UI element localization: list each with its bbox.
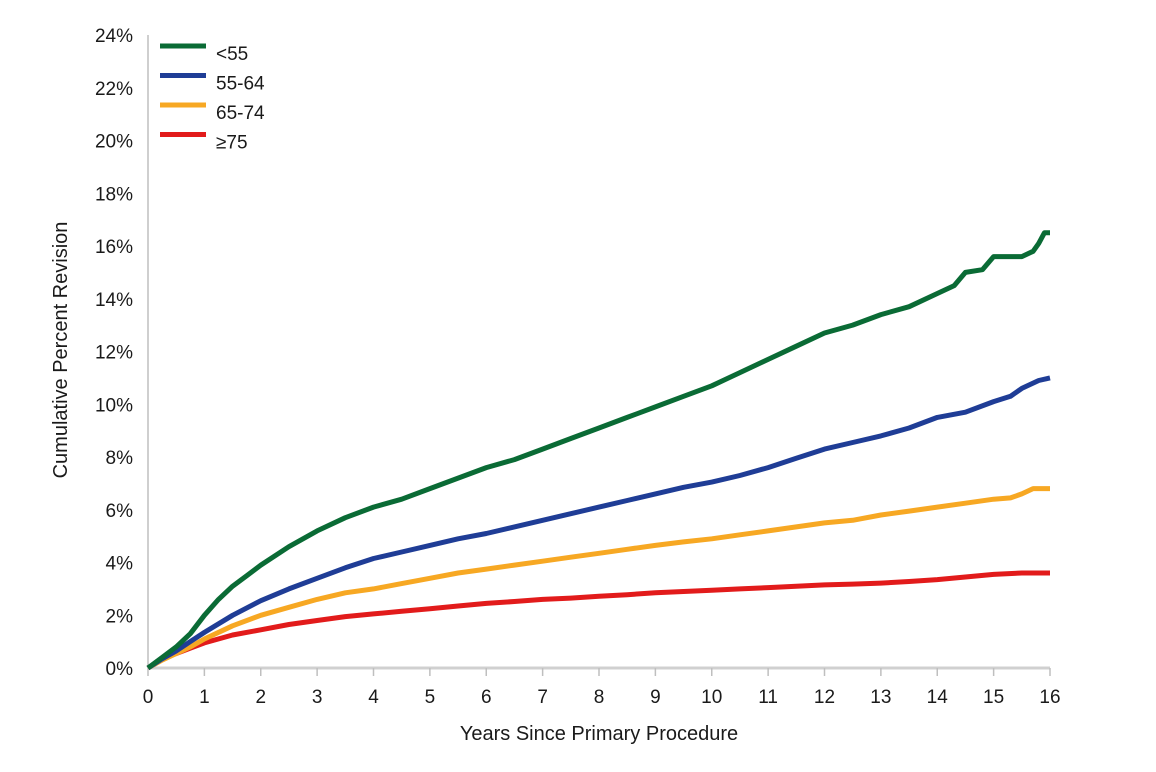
x-tick-label: 7 [537,687,548,708]
x-tick-label: 15 [983,687,1004,708]
x-tick-label: 8 [594,687,605,708]
y-tick-label: 0% [106,659,134,680]
x-tick-label: 2 [255,687,266,708]
x-tick-label: 3 [312,687,323,708]
x-tick-label: 5 [425,687,436,708]
y-tick-label: 18% [95,184,133,205]
y-tick-label: 20% [95,132,133,153]
legend-label-2: 65-74 [216,103,265,124]
x-tick-label: 16 [1039,687,1060,708]
series-line-2 [146,486,1050,671]
x-tick-label: 10 [701,687,722,708]
legend: <55 55-64 65-74 ≥75 [160,43,265,154]
y-tick-label: 22% [95,79,133,100]
x-tick-label: 9 [650,687,661,708]
y-axis-title: Cumulative Percent Revision [50,222,72,479]
y-tick-label: 24% [95,26,133,47]
x-tick-label: 4 [368,687,379,708]
x-tick-label: 1 [199,687,210,708]
x-tick-label: 12 [814,687,835,708]
y-tick-label: 12% [95,343,133,364]
series-line-3 [146,570,1050,671]
x-tick-label: 6 [481,687,492,708]
y-tick-label: 2% [106,606,134,627]
y-tick-label: 14% [95,290,133,311]
y-tick-label: 16% [95,237,133,258]
x-tick-label: 14 [927,687,949,708]
series-line-0 [146,230,1050,671]
x-ticks: 0 1 2 3 4 5 6 7 8 9 10 11 12 13 14 15 16 [143,668,1061,708]
x-tick-label: 11 [758,687,778,708]
y-tick-label: 6% [106,501,134,522]
y-ticks: 0% 2% 4% 6% 8% 10% 12% 14% 16% 18% 20% 22% 24% [95,26,133,680]
legend-label-0: <55 [216,44,248,65]
legend-label-1: 55-64 [216,74,265,95]
x-tick-label: 13 [870,687,891,708]
legend-label-3: ≥75 [216,133,248,154]
y-tick-label: 10% [95,395,133,416]
series-lines [146,230,1051,671]
x-axis-title: Years Since Primary Procedure [460,723,738,745]
x-tick-label: 0 [143,687,154,708]
y-tick-label: 8% [106,448,134,469]
y-tick-label: 4% [106,554,134,575]
series-line-1 [146,375,1051,671]
